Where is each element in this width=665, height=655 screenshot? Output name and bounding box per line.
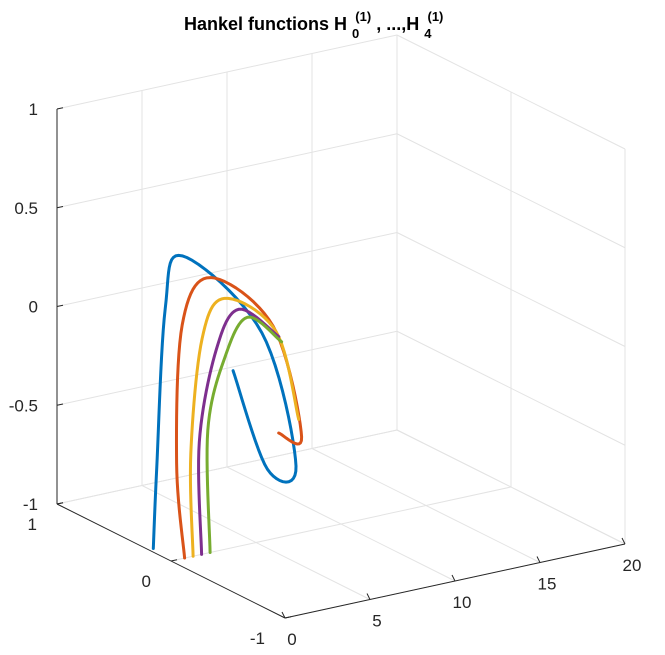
x-tick (536, 556, 541, 563)
z-tick (56, 205, 64, 209)
x-tick-label: 15 (538, 575, 557, 594)
title-subscript-4: 4 (424, 26, 432, 41)
y-tick (284, 616, 292, 619)
title-subscript-0: 0 (352, 26, 359, 41)
z-tick-label: -0.5 (9, 396, 38, 415)
series-line-0 (151, 253, 298, 550)
z-tick (56, 403, 64, 406)
grid-line-side-z (396, 133, 626, 249)
x-tick-label: 20 (623, 556, 642, 575)
y-tick (170, 559, 178, 562)
series-line-1 (174, 276, 304, 560)
chart-title: Hankel functions H 0 (1) , ...,H 4 (1) (184, 5, 443, 42)
z-tick (56, 502, 64, 505)
y-tick-label: 0 (142, 572, 151, 591)
z-tick-label: 0.5 (14, 199, 38, 218)
x-tick (621, 537, 626, 545)
y-tick-label: 1 (28, 515, 37, 534)
x-tick (366, 593, 371, 600)
grid-layer (56, 34, 626, 619)
z-tick-label: -1 (23, 495, 38, 514)
series-line-3 (197, 307, 281, 556)
title-superscript-0: (1) (355, 9, 371, 24)
series-layer (151, 253, 304, 560)
grid-line-side-z (396, 34, 626, 150)
z-tick (56, 304, 64, 307)
z-tick (56, 107, 64, 110)
z-tick-label: 1 (29, 100, 38, 119)
grid-line-side-z (396, 232, 626, 347)
grid-line-back-z (56, 133, 398, 209)
grid-line-back-z (56, 429, 398, 505)
grid-line-side-z (396, 330, 626, 446)
series-line-4 (205, 315, 284, 554)
grid-line-back-z (56, 330, 398, 406)
grid-line-floor-y (170, 486, 512, 562)
grid-line-back-z (56, 34, 398, 110)
grid-line-back-z (56, 232, 398, 307)
x-tick (451, 574, 456, 582)
y-tick-label: -1 (250, 629, 265, 648)
series-line-2 (188, 296, 301, 558)
x-tick-label: 0 (287, 630, 296, 649)
z-tick-label: 0 (29, 298, 38, 317)
title-superscript-4: (1) (427, 9, 443, 24)
grid-line-side-z (396, 429, 626, 545)
x-tick-label: 5 (372, 612, 381, 631)
x-tick-label: 10 (453, 593, 472, 612)
x-tick (281, 611, 286, 619)
